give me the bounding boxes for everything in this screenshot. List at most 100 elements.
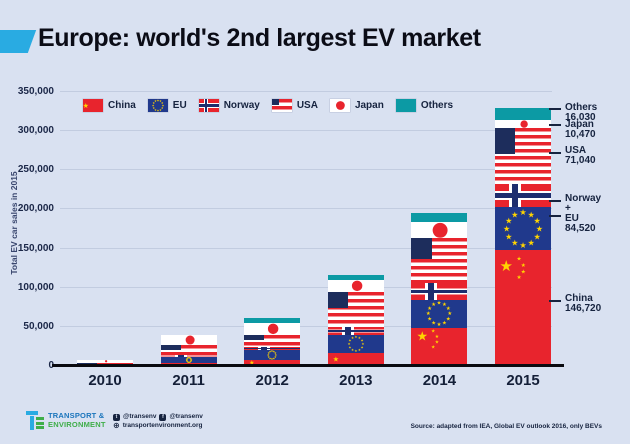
legend-label: Norway xyxy=(223,100,260,111)
transport-environment-wordmark: TRANSPORT & ENVIRONMENT xyxy=(48,411,106,429)
segment-china-2014: ★ ★ ★ ★ ★ xyxy=(411,328,468,365)
segment-usa-2012 xyxy=(244,335,301,347)
segment-china-2015: ★ ★ ★ ★ ★ xyxy=(495,250,551,365)
x-axis-line xyxy=(52,364,564,367)
svg-text:★: ★ xyxy=(348,339,351,343)
annotation-label: USA xyxy=(565,145,587,156)
svg-text:★: ★ xyxy=(503,224,510,234)
svg-text:★: ★ xyxy=(431,329,436,335)
svg-text:★: ★ xyxy=(446,306,451,312)
legend-item-eu: ★ ★ ★ ★ ★ ★ ★ ★ ★ ★ ★ ★ EU xyxy=(147,99,187,112)
gridline xyxy=(60,169,552,171)
svg-text:★: ★ xyxy=(274,351,277,355)
x-tick-label-2015: 2015 xyxy=(506,372,540,389)
y-tick-label: 150,000 xyxy=(17,242,54,254)
svg-text:★: ★ xyxy=(273,356,276,360)
annotation-tick xyxy=(549,200,561,202)
y-tick-label: 350,000 xyxy=(17,86,54,97)
annotation-label: Others xyxy=(565,102,598,113)
svg-text:★: ★ xyxy=(534,232,541,242)
svg-text:★: ★ xyxy=(351,336,354,340)
y-tick-label: 100,000 xyxy=(17,281,54,293)
eu-flag-icon: ★ ★ ★ ★ ★ ★ ★ ★ ★ ★ ★ ★ xyxy=(147,99,168,112)
svg-text:★: ★ xyxy=(517,274,522,281)
svg-text:★: ★ xyxy=(185,358,188,362)
facebook-icon: f xyxy=(159,413,167,421)
segment-norway-2013 xyxy=(327,326,384,336)
svg-text:★: ★ xyxy=(534,215,541,225)
norway-flag-icon xyxy=(198,99,219,112)
segment-others-2014 xyxy=(411,213,468,222)
y-tick-label: 50,000 xyxy=(23,320,54,332)
svg-text:★: ★ xyxy=(354,335,357,339)
usa-flag-icon xyxy=(271,99,292,112)
annotation-value: 71,040 xyxy=(565,155,596,166)
annotation-norway-eu: Norway + EU 84,520 xyxy=(565,194,627,234)
svg-text:★: ★ xyxy=(156,108,159,112)
svg-text:★: ★ xyxy=(437,322,442,328)
annotation-tick xyxy=(549,108,561,110)
twitter-icon: t xyxy=(113,413,120,421)
svg-text:★: ★ xyxy=(186,360,189,363)
title-accent-icon xyxy=(0,30,37,53)
svg-text:★: ★ xyxy=(268,351,271,355)
svg-text:★: ★ xyxy=(354,349,357,353)
annotation-others: Others 16,030 xyxy=(565,103,627,123)
svg-text:★: ★ xyxy=(156,99,159,103)
annotation-label: Norway + EU xyxy=(565,193,602,224)
china-flag-icon: ★ xyxy=(83,99,103,112)
svg-text:★: ★ xyxy=(426,311,431,317)
y-tick-label: 300,000 xyxy=(17,125,54,137)
svg-text:★: ★ xyxy=(274,355,277,359)
segment-japan-2012 xyxy=(244,323,301,336)
logo-line2: ENVIRONMENT xyxy=(48,419,106,429)
segment-others-2012 xyxy=(244,318,301,324)
svg-text:★: ★ xyxy=(271,357,274,360)
svg-text:★: ★ xyxy=(185,359,188,363)
annotation-china: China 146,720 xyxy=(565,294,627,314)
plot-area: ★ ★ ★ ★ ★ ★ ★ ★ ★ ★ ★ ★ ★ ★ ★ ★ ★ ★ ★ ★ ★ ★ ★ ★ ★ ★ ★ ★ ★ ★ ★ ★ ★ ★ ★ ★ ★ ★ ★ ★… xyxy=(60,91,552,365)
svg-text:★: ★ xyxy=(360,339,363,343)
social-links: t @transenv f @transenv ⊕ transportenvir… xyxy=(113,413,203,430)
annotation-label: China xyxy=(565,293,593,304)
svg-text:★: ★ xyxy=(517,256,522,263)
x-tick-label-2010: 2010 xyxy=(88,372,122,389)
segment-usa-2011 xyxy=(160,344,217,355)
legend-label: USA xyxy=(296,100,318,111)
legend-item-norway: Norway xyxy=(198,99,260,112)
svg-text:★: ★ xyxy=(432,302,437,308)
segment-usa-2013 xyxy=(327,291,384,327)
x-tick-label-2012: 2012 xyxy=(255,372,289,389)
segment-norway-2012 xyxy=(244,346,301,350)
y-tick-label: 0 xyxy=(0,360,54,371)
svg-text:★: ★ xyxy=(249,360,254,365)
segment-japan-2015 xyxy=(495,120,551,129)
svg-text:★: ★ xyxy=(511,209,518,219)
gridline xyxy=(60,247,552,249)
annotation-value: 10,470 xyxy=(565,129,596,140)
x-tick-label-2013: 2013 xyxy=(339,372,373,389)
svg-text:★: ★ xyxy=(521,269,526,276)
others-flag-icon xyxy=(395,99,416,112)
svg-text:★: ★ xyxy=(358,348,361,352)
svg-text:★: ★ xyxy=(152,106,155,110)
annotation-value: 16,030 xyxy=(565,112,596,123)
legend-item-china: ★ China xyxy=(83,99,136,112)
svg-text:★: ★ xyxy=(351,348,354,352)
svg-text:★: ★ xyxy=(358,336,361,340)
svg-text:★: ★ xyxy=(442,320,447,326)
segment-norway-2015 xyxy=(495,183,551,208)
segment-usa-2010 xyxy=(77,362,133,364)
segment-eu-2012: ★ ★ ★ ★ ★ ★ ★ ★ ★ ★ ★ ★ xyxy=(244,349,301,360)
gridline xyxy=(60,208,552,210)
svg-text:★: ★ xyxy=(151,104,154,108)
svg-text:★: ★ xyxy=(159,99,162,103)
svg-text:★: ★ xyxy=(161,101,164,105)
svg-text:★: ★ xyxy=(190,358,193,362)
svg-text:★: ★ xyxy=(431,345,436,351)
y-tick-label: 250,000 xyxy=(17,164,54,176)
svg-text:★: ★ xyxy=(154,108,157,112)
gridline xyxy=(60,286,552,288)
svg-text:★: ★ xyxy=(161,106,164,110)
